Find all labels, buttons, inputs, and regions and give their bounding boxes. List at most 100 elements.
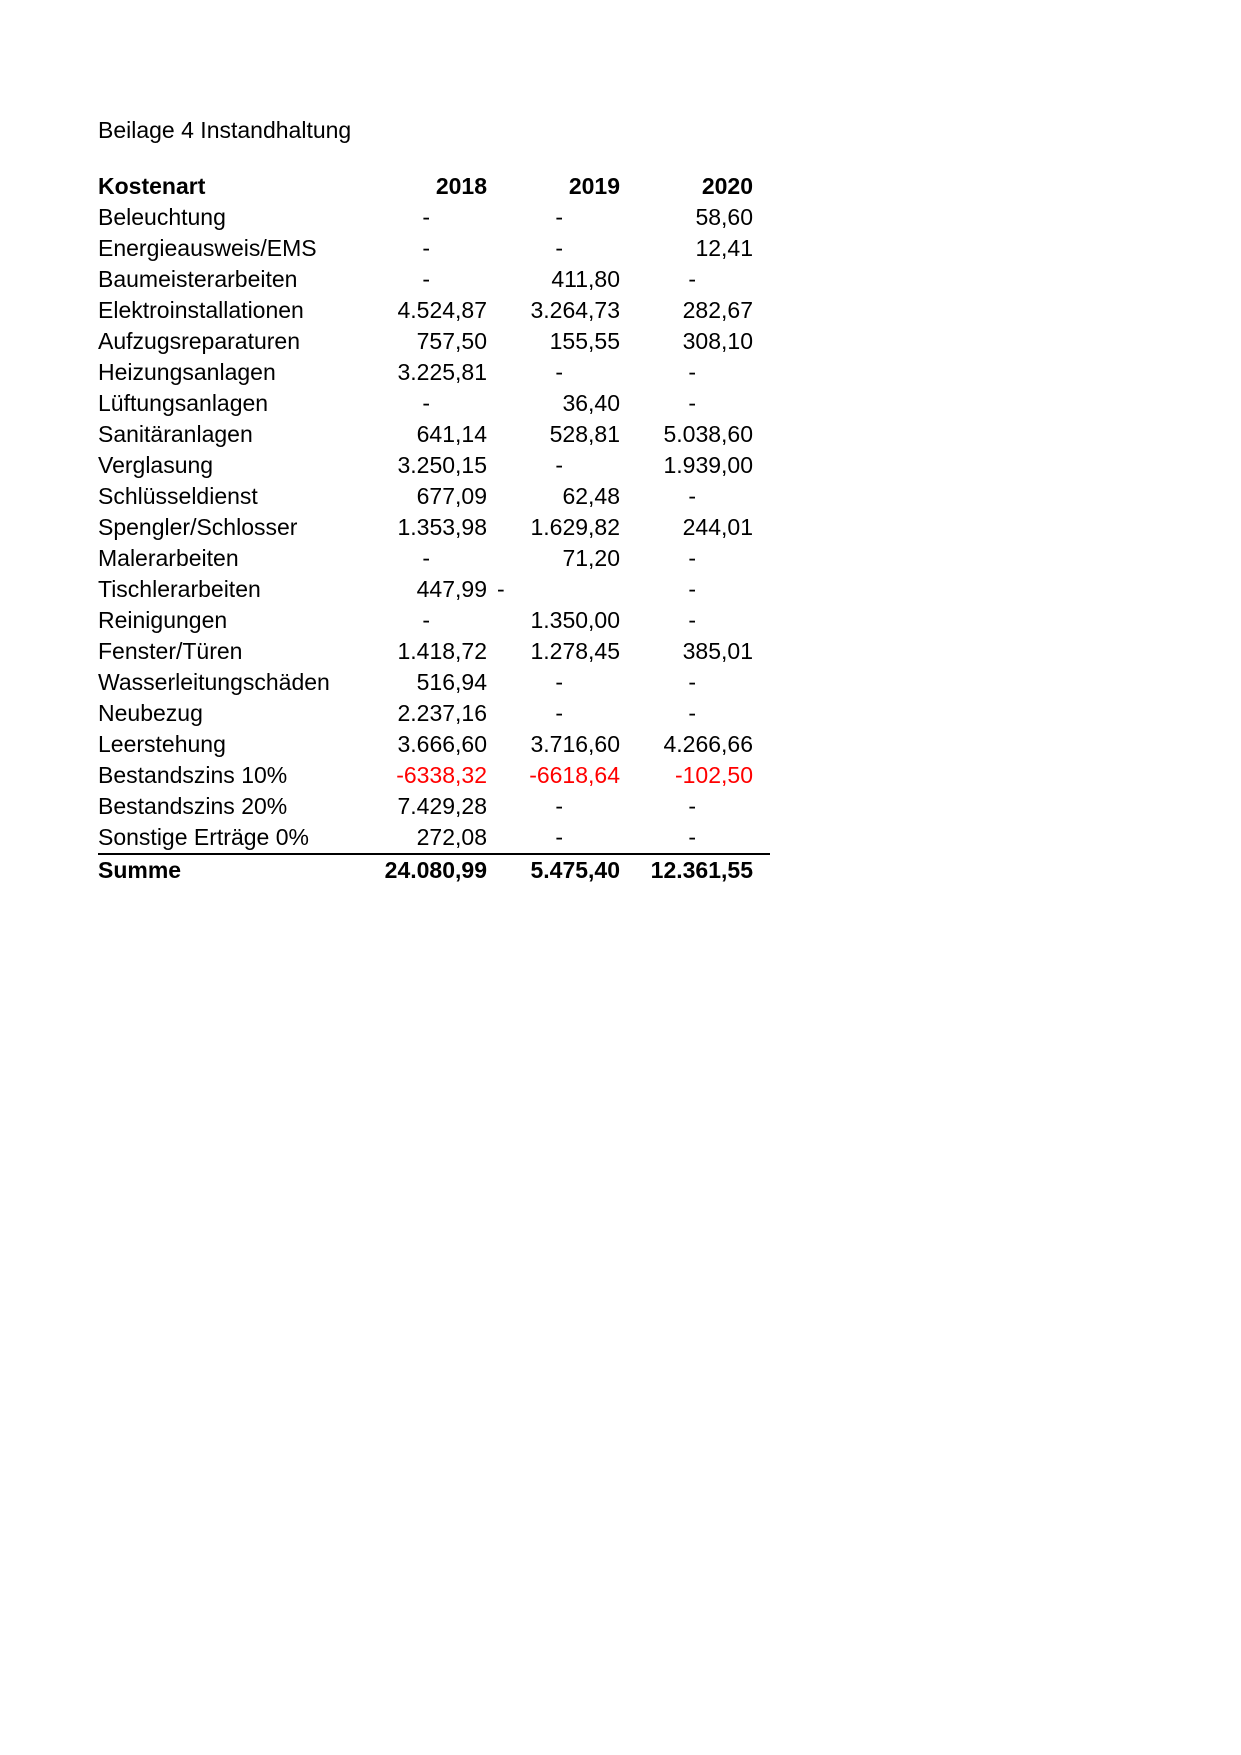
total-value-2018: 24.080,99	[354, 853, 487, 886]
value-cell-2018: 677,09	[416, 483, 487, 509]
value-cell-2018: 447,99	[416, 576, 487, 602]
value-cell-2020: -	[688, 390, 696, 416]
cost-category-label: Tischlerarbeiten	[98, 576, 261, 602]
value-cell-2018: 516,94	[416, 669, 487, 695]
value-cell-2019: -	[555, 452, 563, 478]
spacer-cell	[753, 760, 770, 791]
cost-category-label: Bestandszins 10%	[98, 762, 288, 788]
spreadsheet-area: Beilage 4 Instandhaltung Kostenart 2018 …	[98, 112, 770, 886]
table-row: Aufzugsreparaturen 757,50 155,55 308,10	[98, 326, 770, 357]
cost-category-label: Spengler/Schlosser	[98, 514, 298, 540]
header-year-2019: 2019	[568, 173, 620, 199]
value-cell-2019: -6618,64	[529, 762, 620, 788]
value-cell-2018: -	[422, 607, 430, 633]
table-row: Wasserleitungschäden 516,94 - -	[98, 667, 770, 698]
spacer-cell	[753, 326, 770, 357]
table-row: Heizungsanlagen 3.225,81 - -	[98, 357, 770, 388]
cost-category-label: Aufzugsreparaturen	[98, 328, 301, 354]
value-cell-2020: 282,67	[682, 297, 753, 323]
table-row: Baumeisterarbeiten - 411,80 -	[98, 264, 770, 295]
value-cell-2020: -	[688, 545, 696, 571]
value-cell-2019: 528,81	[549, 421, 620, 447]
page-title: Beilage 4 Instandhaltung	[98, 117, 352, 143]
value-cell-2019: 1.350,00	[530, 607, 620, 633]
value-cell-2019: 3.716,60	[530, 731, 620, 757]
table-row: Sonstige Erträge 0% 272,08 - -	[98, 822, 770, 854]
value-cell-2020: 5.038,60	[663, 421, 753, 447]
cost-category-label: Sanitäranlagen	[98, 421, 253, 447]
value-cell-2019: -	[555, 359, 563, 385]
spacer-cell	[753, 450, 770, 481]
table-row: Beleuchtung - - 58,60	[98, 202, 770, 233]
total-label: Summe	[98, 853, 354, 886]
value-cell-2019: -	[555, 700, 563, 726]
value-cell-2018: 3.666,60	[397, 731, 487, 757]
value-cell-2019: 1.278,45	[530, 638, 620, 664]
value-cell-2018: -	[422, 545, 430, 571]
spacer-cell	[753, 419, 770, 450]
value-cell-2020: -	[688, 824, 696, 850]
table-row: Schlüsseldienst 677,09 62,48 -	[98, 481, 770, 512]
spacer-cell	[753, 481, 770, 512]
value-cell-2019: 71,20	[562, 545, 620, 571]
value-cell-2019: -	[555, 669, 563, 695]
cost-category-label: Sonstige Erträge 0%	[98, 824, 309, 850]
table-header-row: Kostenart 2018 2019 2020	[98, 171, 770, 202]
spacer-cell	[753, 667, 770, 698]
spacer-cell	[753, 543, 770, 574]
value-cell-2018: 1.418,72	[397, 638, 487, 664]
cost-category-label: Lüftungsanlagen	[98, 390, 269, 416]
value-cell-2020: 4.266,66	[663, 731, 753, 757]
cost-category-label: Bestandszins 20%	[98, 793, 288, 819]
cost-category-label: Leerstehung	[98, 731, 226, 757]
cost-category-label: Baumeisterarbeiten	[98, 266, 298, 292]
value-cell-2020: 244,01	[682, 514, 753, 540]
value-cell-2020: 308,10	[682, 328, 753, 354]
value-cell-2020: -	[688, 576, 696, 602]
spacer-cell	[753, 729, 770, 760]
value-cell-2020: -	[688, 266, 696, 292]
cost-category-label: Reinigungen	[98, 607, 228, 633]
table-row: Reinigungen - 1.350,00 -	[98, 605, 770, 636]
cost-category-label: Beleuchtung	[98, 204, 226, 230]
spacer-cell	[753, 853, 770, 886]
cost-category-label: Wasserleitungschäden	[98, 669, 330, 695]
spacer-cell	[753, 357, 770, 388]
value-cell-2018: 757,50	[416, 328, 487, 354]
value-cell-2020: -	[688, 607, 696, 633]
value-cell-2018: 7.429,28	[397, 793, 487, 819]
value-cell-2018: 2.237,16	[397, 700, 487, 726]
value-cell-2018: 4.524,87	[397, 297, 487, 323]
value-cell-2020: -	[688, 793, 696, 819]
table-row: Energieausweis/EMS - - 12,41	[98, 233, 770, 264]
spacer-cell	[753, 636, 770, 667]
value-cell-2018: -	[422, 390, 430, 416]
value-cell-2020: 12,41	[695, 235, 753, 261]
value-cell-2020: -102,50	[674, 762, 753, 788]
value-cell-2020: -	[688, 483, 696, 509]
cost-category-label: Elektroinstallationen	[98, 297, 304, 323]
table-row: Lüftungsanlagen - 36,40 -	[98, 388, 770, 419]
cost-category-label: Fenster/Türen	[98, 638, 243, 664]
table-row: Fenster/Türen 1.418,72 1.278,45 385,01	[98, 636, 770, 667]
table-row: Sanitäranlagen 641,14 528,81 5.038,60	[98, 419, 770, 450]
value-cell-2020: 385,01	[682, 638, 753, 664]
value-cell-2020: 1.939,00	[663, 452, 753, 478]
spacer-cell	[753, 233, 770, 264]
value-cell-2018: 641,14	[416, 421, 487, 447]
table-row: Elektroinstallationen 4.524,87 3.264,73 282…	[98, 295, 770, 326]
value-cell-2019: 36,40	[562, 390, 620, 416]
value-cell-2019: 1.629,82	[530, 514, 620, 540]
header-year-2020: 2020	[701, 173, 753, 199]
value-cell-2019: 411,80	[551, 266, 620, 292]
spacer-cell	[753, 171, 770, 202]
spacer-cell	[753, 512, 770, 543]
header-year-2018: 2018	[435, 173, 487, 199]
spacer-cell	[753, 605, 770, 636]
table-row: Bestandszins 20% 7.429,28 - -	[98, 791, 770, 822]
cost-category-label: Verglasung	[98, 452, 214, 478]
table-row: Tischlerarbeiten 447,99- -	[98, 574, 770, 605]
value-cell-2019: 62,48	[562, 483, 620, 509]
value-cell-2020: -	[688, 669, 696, 695]
value-cell-2019: -	[555, 235, 563, 261]
